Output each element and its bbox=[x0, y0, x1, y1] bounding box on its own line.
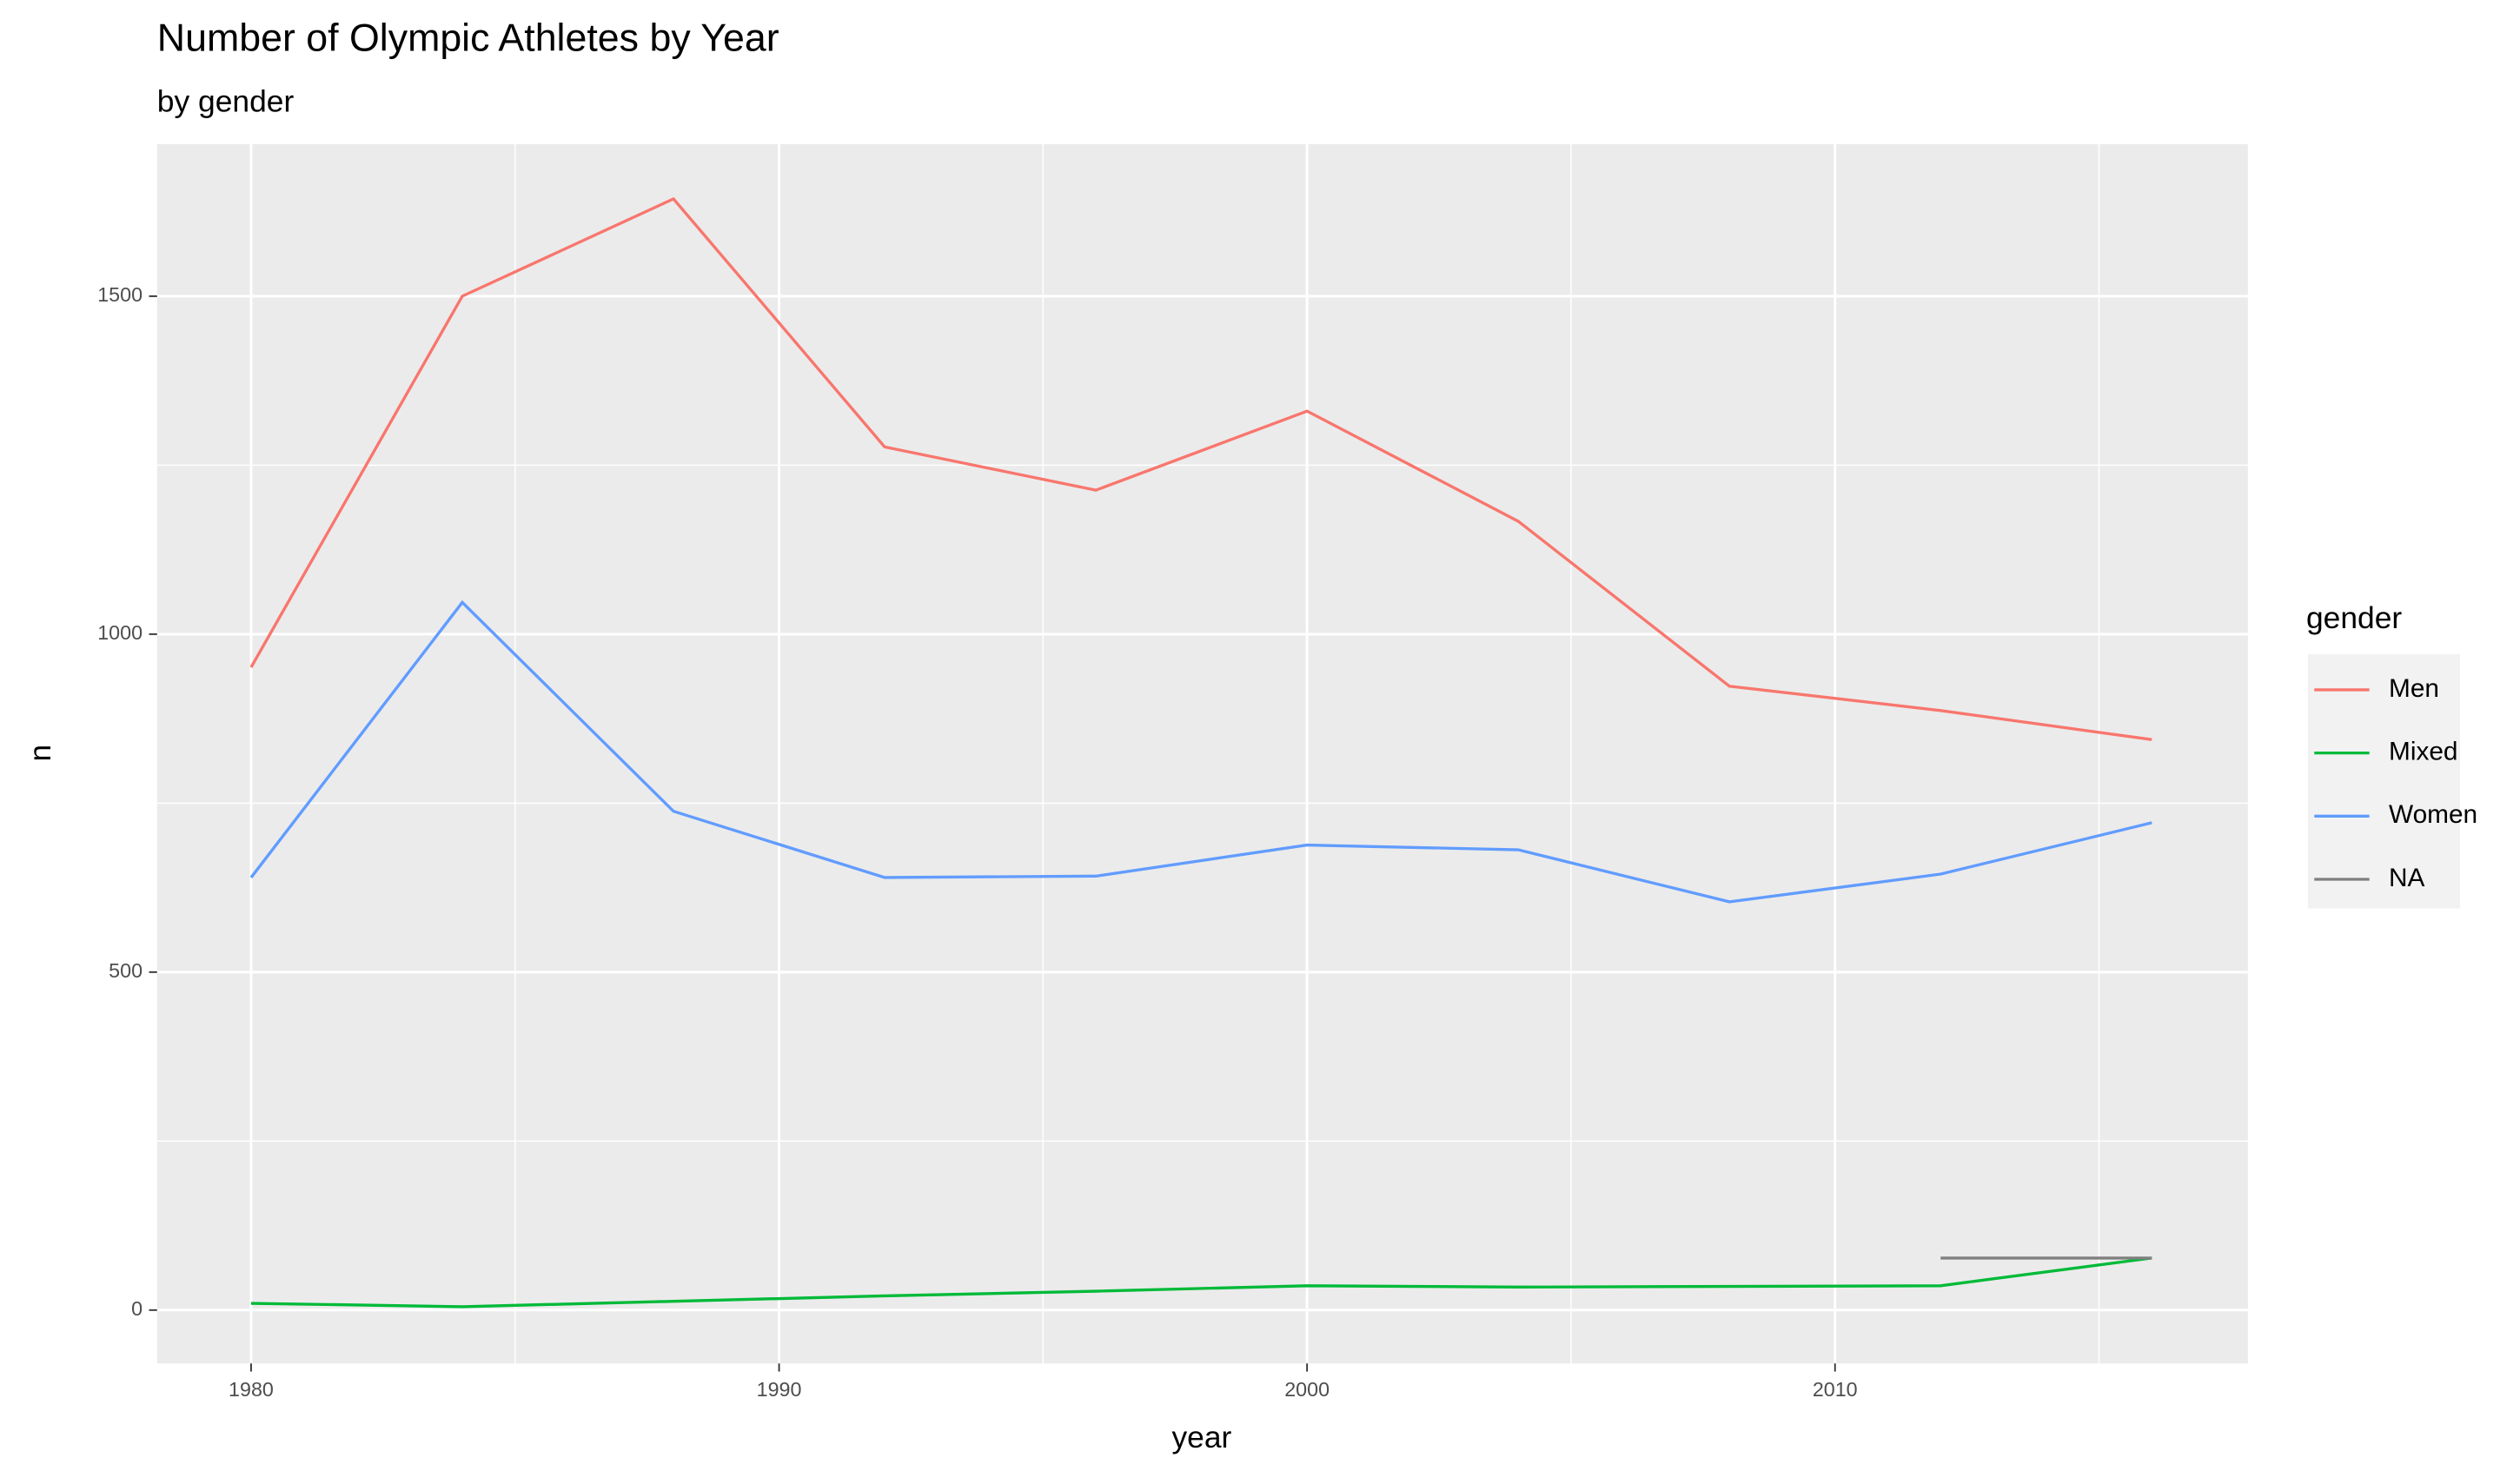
legend-key-background bbox=[2307, 653, 2461, 909]
panel bbox=[156, 143, 2248, 1364]
legend-label: Mixed bbox=[2389, 738, 2457, 766]
legend-title: gender bbox=[2306, 600, 2402, 635]
series-line bbox=[249, 196, 2152, 741]
legend-label: NA bbox=[2389, 864, 2425, 892]
x-tick-label: 1980 bbox=[229, 1378, 274, 1401]
legend-label: Men bbox=[2389, 674, 2439, 703]
series-line bbox=[250, 1256, 2152, 1309]
x-axis-label: year bbox=[1171, 1420, 1231, 1454]
legend-label: Women bbox=[2389, 800, 2477, 829]
series-line bbox=[249, 600, 2152, 904]
x-tick-label: 1990 bbox=[757, 1378, 802, 1401]
x-tick-label: 2010 bbox=[1813, 1378, 1858, 1401]
chart-title: Number of Olympic Athletes by Year bbox=[157, 17, 779, 59]
y-tick-label: 500 bbox=[109, 959, 143, 982]
y-tick-label: 1500 bbox=[97, 283, 143, 306]
y-axis-label: n bbox=[23, 745, 57, 762]
x-tick-label: 2000 bbox=[1284, 1378, 1330, 1401]
y-tick-label: 0 bbox=[131, 1297, 143, 1320]
chart-subtitle: by gender bbox=[157, 84, 295, 119]
y-tick-label: 1000 bbox=[97, 621, 143, 644]
